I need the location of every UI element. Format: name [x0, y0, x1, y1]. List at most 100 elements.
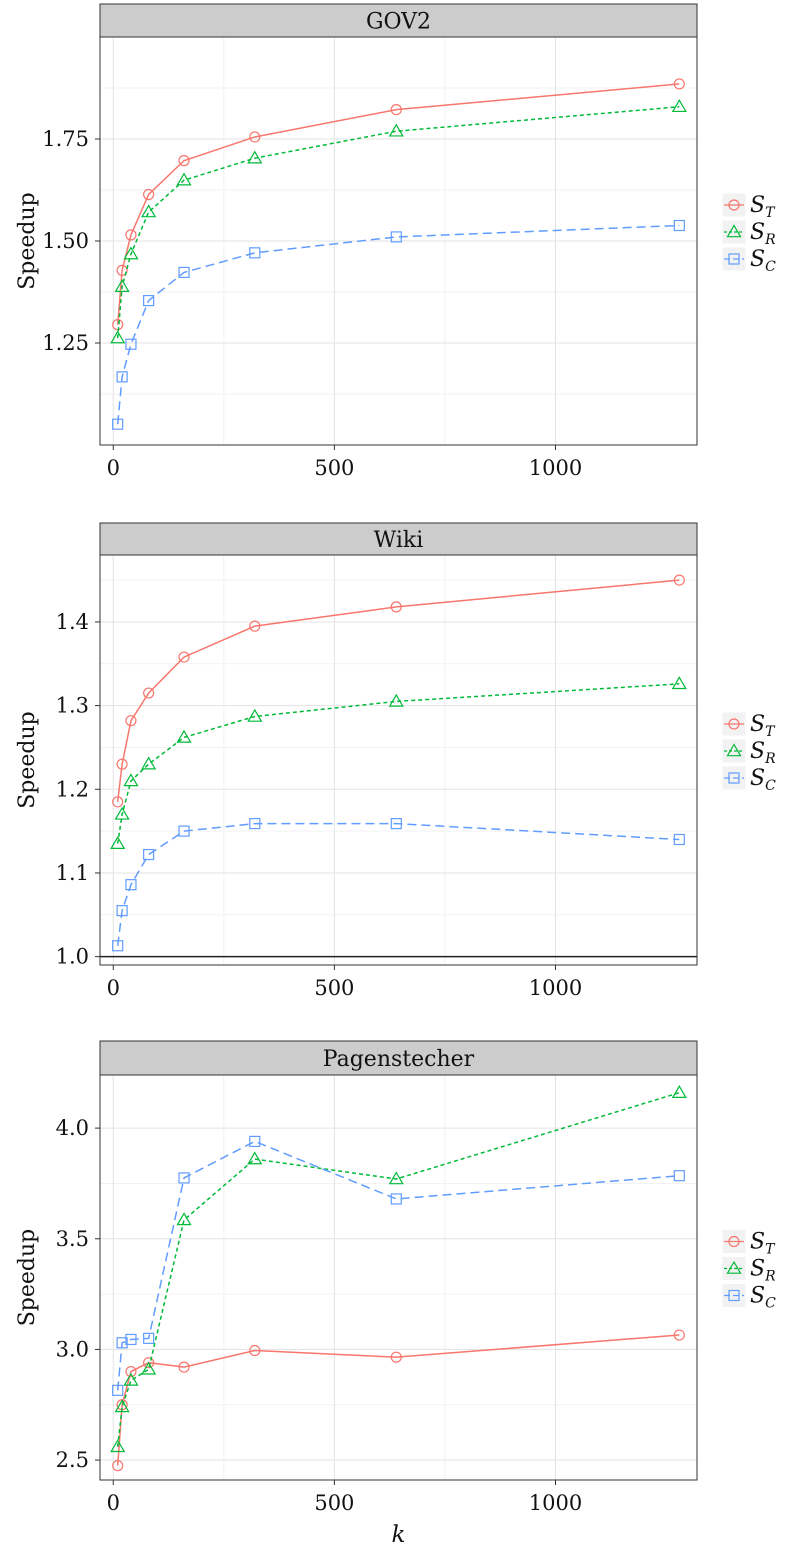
data-point	[114, 806, 130, 820]
legend-marker	[728, 718, 740, 730]
legend-label: SC	[750, 1284, 776, 1312]
data-point	[671, 676, 687, 690]
x-tick-label: 500	[314, 456, 354, 480]
plot-border	[99, 1074, 698, 1481]
legend-marker	[728, 772, 740, 784]
legend-label: SC	[750, 247, 776, 275]
data-point	[125, 1333, 137, 1346]
panel-title-strip	[99, 1040, 698, 1076]
series-line	[116, 1140, 680, 1391]
legend-marker	[728, 1235, 740, 1248]
y-axis-label: Speedup	[15, 711, 40, 809]
data-point	[125, 715, 137, 727]
data-point	[249, 1344, 261, 1357]
data-point	[143, 1332, 155, 1344]
data-point	[110, 835, 126, 849]
x-tick-label: 500	[314, 976, 354, 1000]
legend-marker	[726, 224, 742, 238]
y-axis-label: Speedup	[15, 192, 40, 290]
y-tick-label: 1.2	[56, 777, 89, 801]
data-point	[671, 99, 687, 113]
data-point	[249, 131, 261, 143]
data-point	[388, 1171, 404, 1185]
y-tick-label: 1.4	[56, 610, 89, 634]
data-point	[673, 219, 685, 232]
y-tick-label: 1.0	[56, 945, 89, 969]
legend-marker	[728, 253, 740, 265]
data-point	[176, 1212, 192, 1226]
data-point	[673, 1170, 685, 1182]
data-point	[143, 687, 155, 699]
data-point	[116, 371, 128, 383]
x-tick-label: 0	[107, 456, 120, 480]
data-point	[116, 905, 128, 917]
data-point	[673, 1329, 685, 1341]
panel-title-strip	[99, 522, 698, 556]
y-tick-label: 3.0	[56, 1337, 89, 1361]
data-point	[112, 418, 124, 430]
data-point	[178, 155, 190, 167]
legend-marker	[728, 1289, 740, 1302]
x-tick-label: 1000	[529, 976, 582, 1000]
data-point	[125, 338, 137, 350]
data-point	[141, 1361, 157, 1375]
series-s-c	[112, 817, 685, 952]
series-line	[116, 106, 680, 339]
series-s-t	[112, 574, 685, 808]
legend-label: SC	[750, 766, 776, 794]
plot-background	[100, 555, 697, 965]
y-tick-label: 1.3	[56, 694, 89, 718]
x-axis-label: k	[392, 1522, 406, 1548]
data-point	[141, 756, 157, 770]
legend-label: SR	[750, 220, 776, 248]
data-point	[143, 294, 155, 307]
data-point	[143, 848, 155, 861]
legend-label: ST	[750, 712, 776, 740]
data-point	[249, 620, 261, 632]
data-point	[123, 246, 139, 260]
data-point	[390, 1193, 402, 1205]
data-point	[673, 833, 685, 846]
data-point	[110, 1439, 126, 1453]
data-point	[390, 104, 402, 116]
data-point	[112, 796, 124, 808]
legend-label: SR	[750, 1257, 776, 1285]
data-point	[125, 229, 137, 241]
legend-label: ST	[750, 193, 776, 221]
data-point	[116, 758, 128, 770]
data-point	[390, 1351, 402, 1363]
y-tick-label: 2.5	[56, 1448, 89, 1472]
data-point	[390, 601, 402, 613]
data-point	[388, 123, 404, 137]
series-line	[116, 1334, 680, 1466]
data-point	[112, 1384, 124, 1396]
data-point	[143, 188, 155, 201]
data-point	[390, 231, 402, 243]
y-tick-label: 3.5	[56, 1227, 89, 1251]
legend-marker	[726, 743, 742, 757]
legend-marker	[726, 1260, 742, 1274]
series-line	[116, 83, 680, 325]
series-line	[116, 822, 680, 946]
data-point	[112, 1460, 124, 1472]
x-tick-label: 1000	[529, 1491, 582, 1515]
y-axis-label: Speedup	[15, 1229, 40, 1327]
panel-title: GOV2	[366, 10, 431, 35]
data-point	[176, 172, 192, 186]
x-tick-label: 500	[314, 1491, 354, 1515]
y-tick-label: 4.0	[56, 1116, 89, 1140]
series-s-r	[110, 676, 687, 849]
x-tick-label: 0	[107, 1491, 120, 1515]
data-point	[116, 1337, 128, 1349]
y-tick-label: 1.75	[42, 127, 89, 151]
data-point	[110, 330, 126, 344]
legend-marker	[728, 199, 740, 211]
data-point	[247, 708, 263, 722]
data-point	[143, 1357, 155, 1369]
plot-background	[100, 1075, 697, 1480]
data-point	[114, 279, 130, 292]
y-tick-label: 1.50	[42, 229, 89, 253]
